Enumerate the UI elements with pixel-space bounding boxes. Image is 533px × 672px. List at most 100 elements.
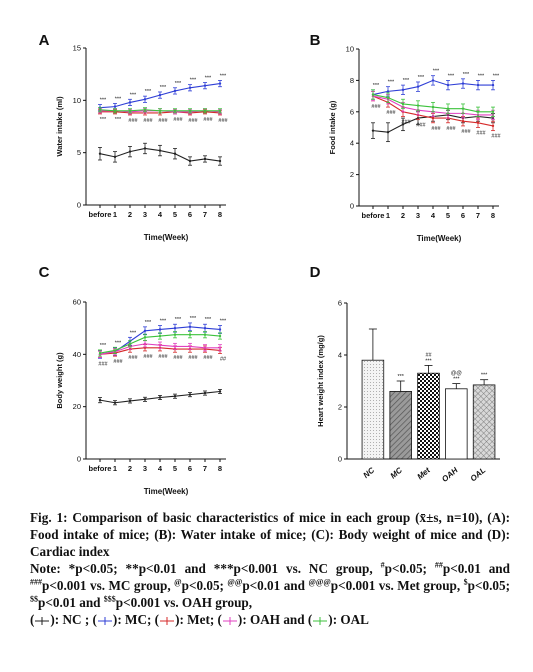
x-tick-label: 7 [476, 211, 480, 220]
significance-mark: ### [386, 110, 396, 116]
x-tick-label: 5 [446, 211, 450, 220]
caption-note: Note: *p<0.05; **p<0.01 and ***p<0.001 v… [30, 560, 510, 611]
data-point [491, 124, 495, 128]
data-point [158, 149, 162, 152]
caption-legend: (): NC ; (): MC; (): Met; (): OAH and ()… [30, 611, 510, 628]
significance-mark: ### [173, 117, 183, 123]
significance-mark: ### [416, 123, 426, 129]
x-axis-label: Time(Week) [417, 234, 462, 243]
significance-mark: ### [188, 118, 198, 124]
significance-mark: ### [143, 354, 153, 360]
data-point [203, 346, 207, 349]
x-tick-label: 1 [386, 211, 390, 220]
data-point [173, 333, 177, 336]
panel-label: C [39, 264, 50, 281]
x-tick-label: 6 [461, 211, 465, 220]
x-tick-label: before [89, 464, 112, 473]
data-point [173, 89, 177, 93]
data-point [128, 342, 132, 346]
data-point [491, 83, 495, 87]
data-point [203, 109, 207, 113]
x-tick-label: 2 [401, 211, 405, 220]
note-text: p<0.01 and [38, 595, 104, 610]
y-axis-label: Heart weight index (mg/g) [316, 335, 325, 427]
y-tick-label: 40 [73, 350, 81, 359]
significance-mark: ### [173, 355, 183, 361]
y-tick-label: 10 [73, 96, 81, 105]
note-text: p<0.001 vs. OAH group, [115, 595, 253, 610]
data-point [203, 157, 207, 161]
significance-mark: *** [220, 73, 227, 79]
x-tick-label: MC [389, 466, 404, 481]
data-point [143, 108, 147, 111]
note-text: p<0.05; [384, 561, 435, 576]
significance-mark: *** [481, 373, 488, 379]
note-text: p<0.01 and [242, 578, 309, 593]
x-tick-label: Met [415, 465, 432, 481]
y-tick-label: 0 [77, 201, 81, 210]
data-point [203, 84, 207, 87]
x-tick-label: 1 [113, 464, 117, 473]
x-tick-label: NC [362, 465, 377, 479]
caption-title: Fig. 1: Comparison of basic characterist… [30, 510, 510, 559]
data-point [113, 401, 117, 404]
significance-mark: *** [397, 374, 404, 380]
significance-mark: *** [220, 319, 227, 325]
x-tick-label: 2 [128, 210, 132, 219]
significance-mark: ### [128, 355, 138, 361]
significance-mark: ### [431, 126, 441, 132]
bar [361, 359, 385, 460]
data-point [98, 108, 102, 111]
x-tick-label: 1 [113, 210, 117, 219]
note-text: Note: *p<0.05; **p<0.01 and ***p<0.001 v… [30, 561, 381, 576]
data-point [143, 398, 147, 401]
data-point [476, 110, 480, 114]
significance-mark: *** [115, 96, 122, 102]
y-axis-label: Food intake (g) [328, 100, 337, 154]
figure-caption: Fig. 1: Comparison of basic characterist… [30, 509, 510, 628]
significance-mark: *** [100, 98, 107, 104]
significance-mark: *** [448, 73, 455, 79]
data-point [143, 342, 147, 346]
significance-mark: *** [130, 330, 137, 336]
data-point [143, 98, 147, 101]
data-point [98, 152, 102, 155]
x-tick-label: 5 [173, 210, 177, 219]
significance-mark: *** [453, 377, 460, 383]
x-axis-label: Time(Week) [144, 487, 189, 496]
data-point [203, 333, 207, 336]
data-point [386, 96, 390, 99]
data-point [98, 398, 102, 402]
data-point [218, 109, 222, 113]
data-point [218, 346, 222, 349]
significance-mark: *** [425, 358, 432, 364]
x-tick-label: 4 [158, 464, 163, 473]
significance-mark: *** [418, 75, 425, 81]
bar [472, 384, 496, 460]
y-tick-label: 2 [350, 170, 354, 179]
data-point [113, 155, 117, 159]
panel-b: B 0 2 4 6 8 10 Food intake (g) before 1 2 3 4 5 6 7 8 Tim… [310, 32, 502, 243]
note-sup: $$$ [103, 594, 116, 604]
note-text: p<0.001 vs. Met group, [330, 578, 464, 593]
y-tick-label: 6 [338, 299, 342, 308]
data-point [113, 109, 117, 113]
significance-mark: *** [100, 117, 107, 123]
data-point [128, 101, 132, 104]
bar [417, 372, 440, 460]
note-sup: # [380, 560, 385, 570]
note-sup: @@@ [308, 577, 331, 587]
data-point [158, 93, 162, 97]
significance-mark: *** [190, 78, 197, 84]
legend-label-nc: ): NC ; ( [50, 612, 97, 627]
legend-label-oah: ): OAH and ( [237, 612, 313, 627]
x-tick-label: 6 [188, 464, 192, 473]
note-text: p<0.01 and [442, 561, 510, 576]
data-point [143, 336, 147, 339]
data-point [158, 109, 162, 113]
y-tick-label: 10 [346, 45, 354, 54]
data-point [188, 345, 192, 348]
significance-mark: *** [100, 343, 107, 349]
x-tick-label: 6 [188, 210, 192, 219]
